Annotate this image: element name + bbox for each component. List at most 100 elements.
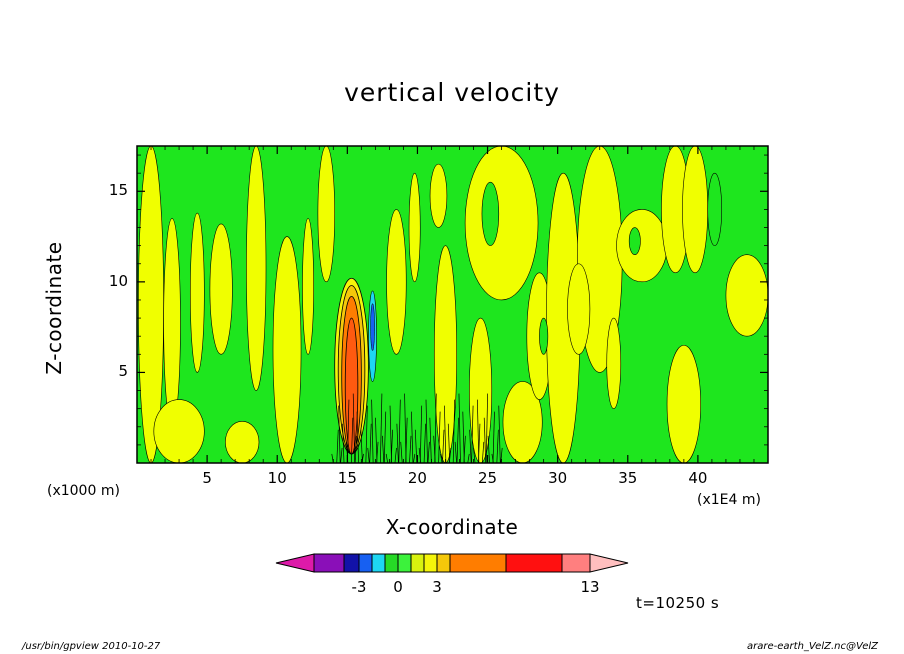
contour-line — [375, 417, 378, 463]
x-tick-label: 25 — [478, 469, 498, 487]
colorbar-segment — [275, 553, 315, 573]
x-tick-label: 5 — [202, 469, 212, 487]
contour-line — [381, 435, 385, 463]
contour-band — [209, 223, 233, 355]
x-axis-label: X-coordinate — [385, 515, 519, 539]
contour-line — [409, 435, 412, 463]
y-axis-label: Z-coordinate — [42, 241, 66, 375]
contour-band — [502, 381, 543, 463]
contour-line — [414, 429, 418, 463]
contour-band — [317, 146, 336, 283]
contour-line — [433, 435, 436, 463]
contour-line — [452, 399, 456, 463]
contour-line — [485, 393, 488, 463]
contour-line — [454, 441, 457, 463]
contour-line — [423, 423, 426, 463]
contour-line — [342, 423, 345, 463]
colorbar-segment — [343, 553, 360, 573]
footer-left: /usr/bin/gpview 2010-10-27 — [22, 641, 161, 652]
colorbar-segment — [561, 553, 591, 573]
contour-line — [398, 399, 401, 463]
x-unit-right: (x1E4 m) — [697, 492, 761, 508]
colorbar-segment — [589, 553, 629, 573]
x-tick-label: 30 — [548, 469, 568, 487]
contour-band — [272, 236, 302, 463]
contour-line — [434, 393, 437, 463]
contour-line — [477, 399, 480, 463]
contour-line — [336, 429, 339, 463]
contour-band — [707, 172, 723, 246]
colorbar-segment — [410, 553, 425, 573]
contour-line — [369, 423, 372, 463]
contour-line — [442, 429, 445, 463]
x-tick-label: 10 — [267, 469, 287, 487]
contour-line — [350, 417, 354, 463]
contour-line — [385, 453, 389, 463]
contour-band — [666, 344, 701, 463]
contour-line — [500, 447, 503, 463]
contour-line — [444, 405, 447, 463]
downdraft-core — [370, 303, 375, 351]
contour-band — [616, 209, 668, 283]
contour-band — [246, 146, 267, 391]
contour-line — [419, 405, 423, 463]
contour-band — [628, 227, 641, 255]
colorbar-tick-label: -3 — [351, 578, 367, 596]
contour-line — [394, 447, 397, 463]
colorbar-segment — [397, 553, 412, 573]
contour-line — [383, 411, 387, 463]
contour-band — [481, 181, 500, 246]
colorbar-tick-label: 3 — [432, 578, 442, 596]
contour-line — [389, 405, 392, 463]
y-tick-label: 5 — [118, 362, 128, 381]
axis-ticks — [137, 146, 768, 463]
contour-line — [338, 405, 341, 463]
contour-band — [433, 245, 458, 463]
contour-line — [365, 405, 368, 463]
contour-band — [567, 263, 591, 355]
contour-band — [725, 254, 768, 337]
y-tick-label: 10 — [108, 271, 128, 290]
contour-line — [396, 423, 399, 463]
contour-line — [487, 435, 490, 463]
contour-band — [302, 218, 314, 355]
contour-line — [347, 399, 350, 463]
colorbar-segment — [505, 553, 563, 573]
contour-line — [491, 453, 494, 463]
x-tick-label: 15 — [337, 469, 357, 487]
contour-band — [682, 146, 709, 274]
contour-line — [340, 447, 343, 463]
contour-line — [429, 417, 432, 463]
contour-band — [225, 421, 260, 463]
x-tick-label: 40 — [688, 469, 708, 487]
contour-line — [481, 441, 485, 463]
contour-band — [189, 212, 205, 373]
contour-line — [447, 423, 451, 463]
colorbar-segment — [423, 553, 438, 573]
contour-line — [413, 453, 416, 463]
contour-line — [458, 393, 461, 463]
contour-line — [360, 429, 363, 463]
contour-line — [411, 411, 414, 463]
contour-line — [496, 429, 499, 463]
contour-line — [438, 411, 441, 463]
colorbar-segment — [371, 553, 386, 573]
contour-line — [440, 453, 443, 463]
time-label: t=10250 s — [636, 594, 720, 612]
contour-band — [606, 317, 622, 409]
colorbar-segment — [358, 553, 373, 573]
contour-line — [371, 399, 374, 463]
y-tick-label: 15 — [108, 181, 128, 200]
contour-band — [386, 209, 407, 355]
contour-line — [367, 447, 370, 463]
contour-line — [380, 393, 383, 463]
contour-line — [462, 411, 465, 463]
contour-band — [429, 163, 448, 228]
updraft-core — [344, 317, 359, 455]
contour-line — [467, 453, 470, 463]
contour-line — [418, 447, 421, 463]
contour-band — [153, 399, 205, 463]
contour-band — [464, 146, 539, 301]
x-tick-label: 20 — [407, 469, 427, 487]
contour-line — [356, 411, 359, 463]
